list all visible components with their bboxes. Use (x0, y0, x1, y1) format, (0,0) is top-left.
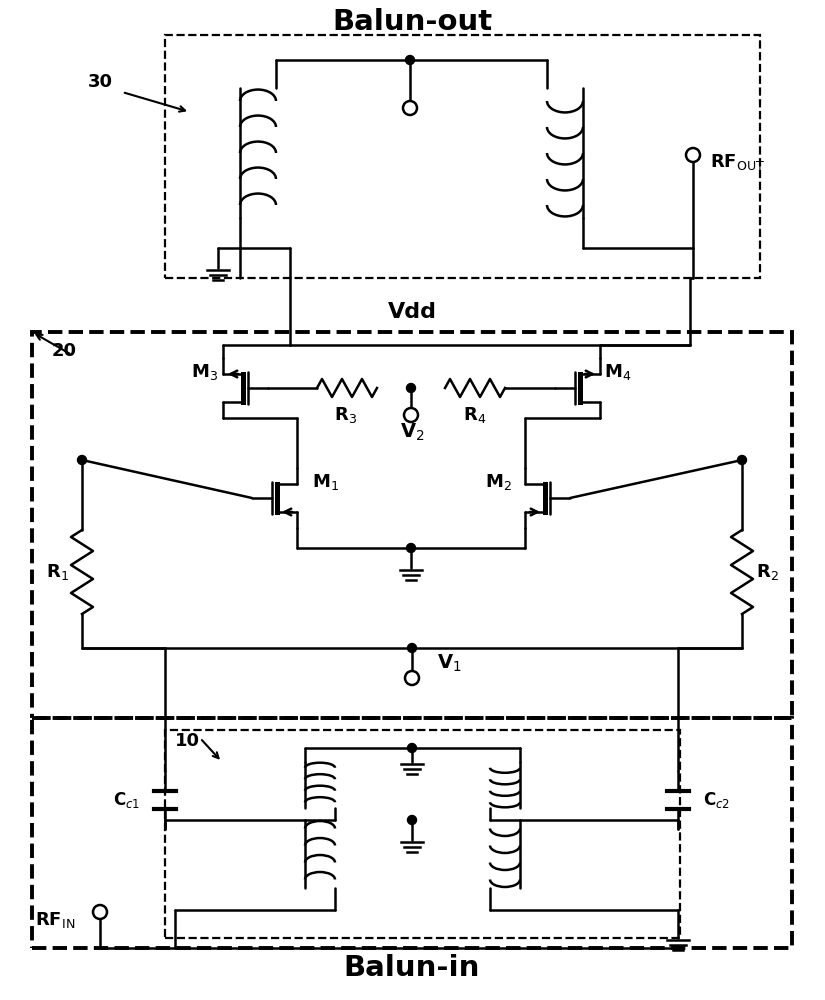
Text: R$_4$: R$_4$ (464, 405, 487, 425)
Text: 30: 30 (87, 73, 112, 91)
Circle shape (406, 55, 414, 64)
Text: V$_2$: V$_2$ (400, 421, 424, 443)
Text: 20: 20 (52, 342, 77, 360)
Text: M$_4$: M$_4$ (605, 362, 632, 382)
Text: V$_1$: V$_1$ (437, 652, 462, 674)
Bar (32, 332, 792, 718)
Circle shape (738, 456, 747, 464)
Bar (165, 730, 680, 938)
Text: Balun-out: Balun-out (332, 8, 492, 36)
Text: C$_{c1}$: C$_{c1}$ (113, 790, 140, 810)
Text: M$_1$: M$_1$ (312, 472, 338, 492)
Circle shape (78, 456, 87, 464)
Circle shape (93, 905, 107, 919)
Circle shape (408, 816, 417, 824)
Text: Vdd: Vdd (388, 302, 436, 322)
Circle shape (407, 383, 416, 392)
Circle shape (407, 544, 416, 552)
Circle shape (405, 671, 419, 685)
Text: R$_1$: R$_1$ (45, 562, 68, 582)
Bar (32, 718, 792, 948)
Text: R$_3$: R$_3$ (333, 405, 356, 425)
Circle shape (403, 101, 417, 115)
Text: M$_2$: M$_2$ (484, 472, 512, 492)
Circle shape (408, 744, 417, 752)
Text: M$_3$: M$_3$ (191, 362, 219, 382)
Text: R$_2$: R$_2$ (756, 562, 779, 582)
Text: RF$_{\mathsf{OUT}}$: RF$_{\mathsf{OUT}}$ (710, 152, 765, 172)
Text: 10: 10 (175, 732, 200, 750)
Circle shape (408, 644, 417, 652)
Text: RF$_{\mathsf{IN}}$: RF$_{\mathsf{IN}}$ (35, 910, 75, 930)
Text: C$_{c2}$: C$_{c2}$ (703, 790, 730, 810)
Bar (165, 35, 760, 278)
Text: Balun-in: Balun-in (344, 954, 480, 982)
Circle shape (404, 408, 418, 422)
Circle shape (686, 148, 700, 162)
